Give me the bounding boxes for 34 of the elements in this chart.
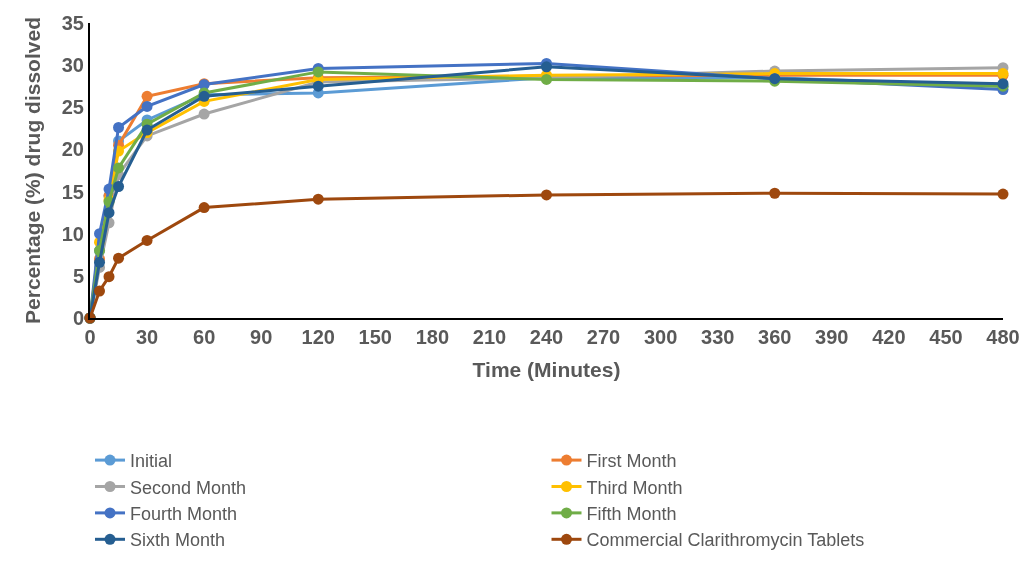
legend-label: Initial [130, 451, 173, 472]
legend-label: First Month [586, 451, 677, 472]
y-tick-label: 10 [61, 222, 84, 245]
y-tick-label: 0 [72, 307, 84, 329]
y-tick-label: 15 [61, 180, 84, 203]
x-tick-label: 270 [586, 326, 621, 348]
y-tick-label: 5 [72, 264, 84, 287]
x-tick-label: 450 [929, 326, 963, 348]
x-tick-label: 240 [529, 326, 564, 348]
x-tick-label: 60 [193, 326, 216, 348]
y-tick-label: 25 [61, 96, 84, 119]
x-tick-label: 300 [643, 326, 678, 348]
x-tick-label: 330 [701, 326, 735, 348]
x-tick-label: 180 [415, 326, 450, 348]
y-tick-label: 30 [61, 54, 84, 77]
legend-label: Sixth Month [130, 530, 226, 551]
legend-label: Third Month [586, 477, 683, 498]
y-axis-title: Percentage (%) drug dissolved [21, 17, 45, 324]
y-tick-label: 20 [61, 138, 84, 161]
legend-label: Commercial Clarithromycin Tablets [586, 530, 865, 551]
legend-label: Second Month [130, 477, 247, 498]
x-axis-title: Time (Minutes) [472, 357, 621, 381]
x-tick-label: 360 [758, 326, 792, 348]
x-tick-label: 30 [135, 326, 159, 348]
x-tick-label: 480 [986, 326, 1020, 348]
x-tick-label: 120 [301, 326, 335, 348]
x-tick-label: 90 [250, 326, 273, 348]
y-tick-label: 35 [61, 12, 84, 34]
legend-label: Fourth Month [130, 503, 238, 524]
x-tick-label: 390 [815, 326, 849, 348]
x-tick-label: 210 [472, 326, 507, 348]
legend-label: Fifth Month [586, 503, 677, 524]
x-tick-label: 420 [872, 326, 906, 348]
x-tick-label: 150 [358, 326, 392, 348]
